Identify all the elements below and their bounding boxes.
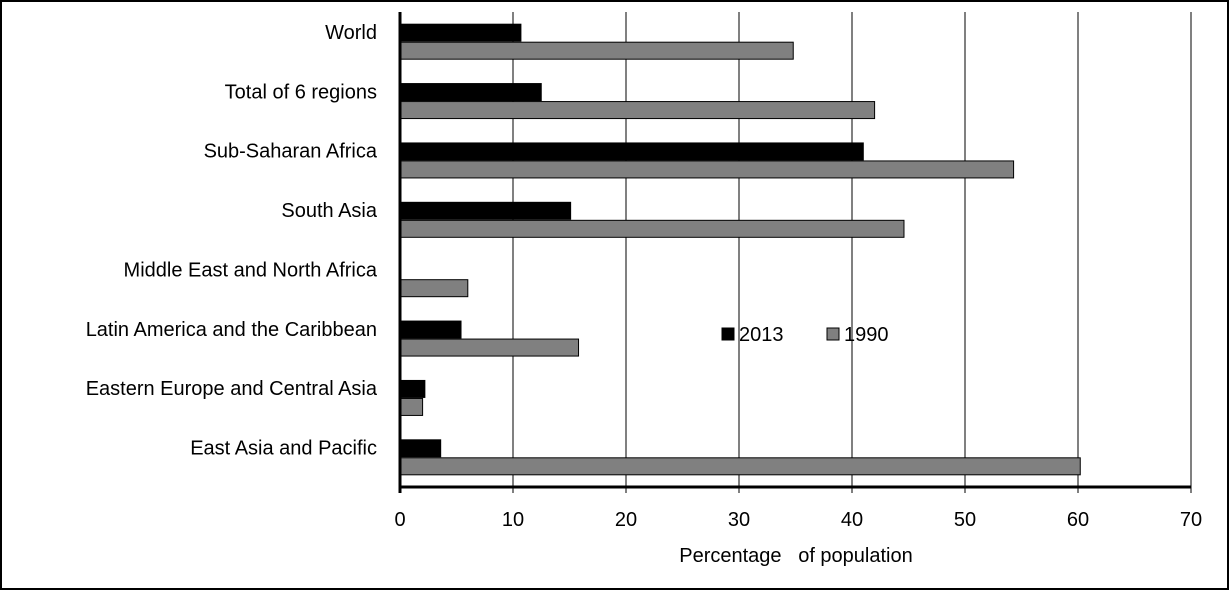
bar-2013-2	[399, 142, 864, 161]
bar-1990-7	[399, 457, 1081, 476]
legend-swatch-1990	[826, 327, 840, 341]
x-tick-label-60: 60	[1067, 509, 1089, 531]
x-tick-label-50: 50	[954, 509, 976, 531]
x-tick-label-0: 0	[394, 509, 405, 531]
category-label-4: Middle East and North Africa	[124, 259, 378, 281]
bars	[399, 23, 1081, 476]
tick-labels: 0 10 20 30 40 50 60 70	[394, 509, 1202, 531]
x-tick-label-30: 30	[728, 509, 750, 531]
category-label-2: Sub-Saharan Africa	[204, 141, 378, 163]
bar-2013-5	[399, 320, 462, 339]
bar-1990-1	[399, 101, 876, 120]
category-labels: World Total of 6 regions Sub-Saharan Afric…	[86, 22, 378, 460]
legend-label-2013: 2013	[739, 324, 784, 346]
x-tick-label-10: 10	[502, 509, 524, 531]
category-label-5: Latin America and the Caribbean	[86, 319, 377, 341]
bar-1990-4	[399, 279, 469, 298]
bar-1990-2	[399, 160, 1015, 179]
bar-1990-0	[399, 41, 794, 60]
x-tick-label-20: 20	[615, 509, 637, 531]
x-tick-label-70: 70	[1180, 509, 1202, 531]
category-label-0: World	[325, 22, 377, 44]
bar-1990-6	[399, 397, 424, 416]
category-label-6: Eastern Europe and Central Asia	[86, 378, 378, 400]
x-axis-label: Percentage of population	[679, 545, 913, 567]
bar-1990-5	[399, 338, 580, 357]
legend: 2013 1990	[721, 324, 889, 346]
category-label-1: Total of 6 regions	[225, 81, 377, 103]
legend-swatch-2013	[721, 327, 735, 341]
legend-label-1990: 1990	[844, 324, 889, 346]
bar-1990-3	[399, 219, 905, 238]
bar-2013-6	[399, 379, 426, 398]
bar-2013-0	[399, 23, 522, 42]
x-tick-label-40: 40	[841, 509, 863, 531]
category-label-7: East Asia and Pacific	[190, 438, 377, 460]
bar-2013-3	[399, 201, 572, 220]
axes	[398, 12, 1192, 493]
bar-2013-1	[399, 83, 542, 102]
bar-2013-7	[399, 439, 442, 458]
gridlines	[512, 12, 1192, 487]
category-label-3: South Asia	[281, 200, 378, 222]
